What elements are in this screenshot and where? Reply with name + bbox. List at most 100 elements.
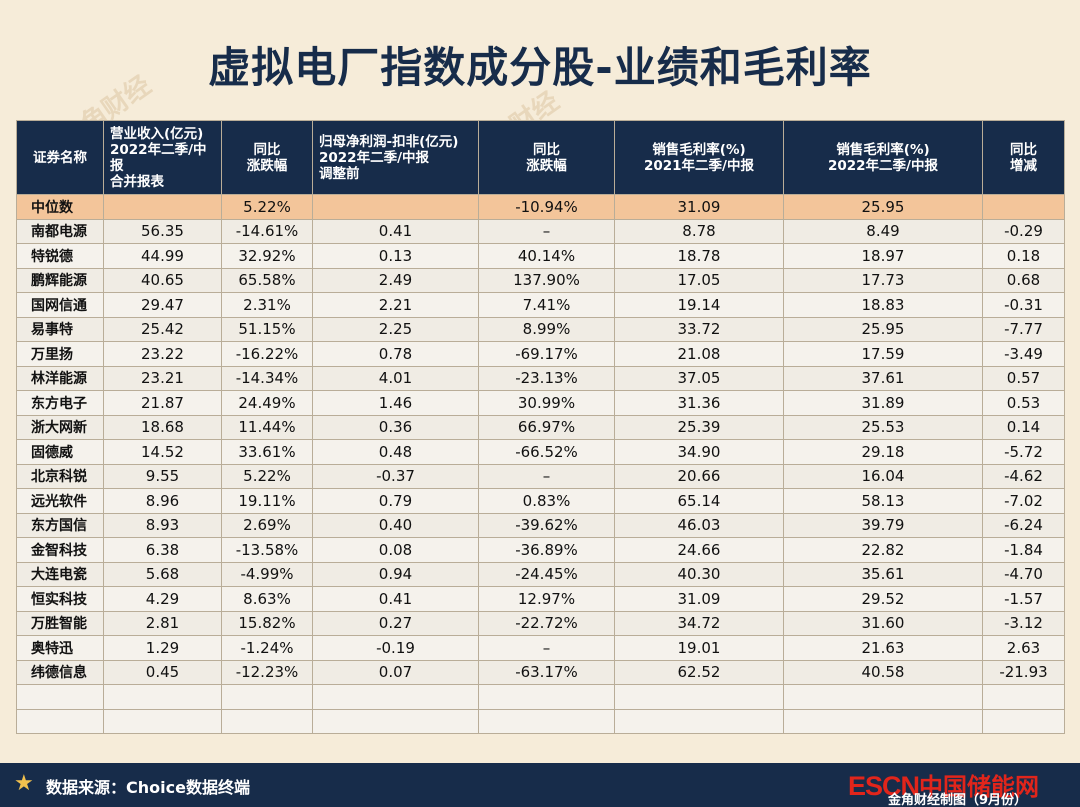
table-cell: – xyxy=(478,218,615,244)
header-margin-2022: 销售毛利率(%) 2022年二季/中报 xyxy=(783,120,983,195)
table-cell: 0.78 xyxy=(312,341,479,367)
table-cell: – xyxy=(478,463,615,489)
table-cell: 32.92% xyxy=(221,243,313,269)
table-cell: 29.18 xyxy=(783,439,983,465)
table-cell: 18.97 xyxy=(783,243,983,269)
table-cell: 35.61 xyxy=(783,561,983,587)
table-cell: 0.07 xyxy=(312,659,479,685)
table-cell: 18.78 xyxy=(614,243,784,269)
table-cell: 23.21 xyxy=(103,365,222,391)
table-row: 万胜智能 2.81 15.82% 0.27 -22.72% 34.72 31.60 -3.12 xyxy=(16,610,1065,636)
table-cell: 1.46 xyxy=(312,390,479,416)
security-name-cell: 恒实科技 xyxy=(16,586,104,612)
table-cell: 25.95 xyxy=(783,316,983,342)
header-profit-yoy: 同比 涨跌幅 xyxy=(478,120,615,195)
table-cell xyxy=(103,708,222,734)
header-margin-2021: 销售毛利率(%) 2021年二季/中报 xyxy=(614,120,784,195)
table-cell: 8.99% xyxy=(478,316,615,342)
table-cell: 22.82 xyxy=(783,537,983,563)
table-cell: 4.01 xyxy=(312,365,479,391)
table-cell: 17.05 xyxy=(614,267,784,293)
table-cell: 62.52 xyxy=(614,659,784,685)
table-cell: 2.21 xyxy=(312,292,479,318)
table-cell: – xyxy=(478,635,615,661)
table-row: 北京科锐 9.55 5.22% -0.37–20.66 16.04 -4.62 xyxy=(16,463,1065,489)
table-cell: 51.15% xyxy=(221,316,313,342)
table-cell: 21.63 xyxy=(783,635,983,661)
table-cell: -24.45% xyxy=(478,561,615,587)
table-cell: 0.83% xyxy=(478,488,615,514)
table-cell: 2.25 xyxy=(312,316,479,342)
table-cell xyxy=(614,684,784,710)
table-cell: 5.68 xyxy=(103,561,222,587)
table-cell: 12.97% xyxy=(478,586,615,612)
table-cell: -14.34% xyxy=(221,365,313,391)
table-cell xyxy=(982,194,1065,220)
table-cell: 9.55 xyxy=(103,463,222,489)
table-cell xyxy=(103,194,222,220)
security-name-cell: 国网信通 xyxy=(16,292,104,318)
table-cell: 25.95 xyxy=(783,194,983,220)
table-cell: 0.45 xyxy=(103,659,222,685)
table-cell: 0.27 xyxy=(312,610,479,636)
table-cell xyxy=(16,684,104,710)
table-cell: -69.17% xyxy=(478,341,615,367)
table-row: 东方电子 21.87 24.49% 1.46 30.99% 31.36 31.89 0.53 xyxy=(16,390,1065,416)
table-cell: 0.13 xyxy=(312,243,479,269)
table-cell: 37.61 xyxy=(783,365,983,391)
security-name-cell: 万胜智能 xyxy=(16,610,104,636)
security-name-cell: 南都电源 xyxy=(16,218,104,244)
table-cell: -4.62 xyxy=(982,463,1065,489)
table-row: 固德威 14.52 33.61% 0.48 -66.52% 34.90 29.18 -5.72 xyxy=(16,439,1065,465)
table-cell xyxy=(312,708,479,734)
table-cell: 19.11% xyxy=(221,488,313,514)
table-row: 易事特 25.42 51.15% 2.25 8.99% 33.72 25.95 -7.77 xyxy=(16,316,1065,342)
table-cell: -22.72% xyxy=(478,610,615,636)
escn-logo: ESCN中国储能网 xyxy=(848,767,1063,801)
header-margin-change: 同比 增减 xyxy=(982,120,1065,195)
star-icon: ★ xyxy=(14,771,34,796)
table-cell: 2.63 xyxy=(982,635,1065,661)
table-cell: -0.19 xyxy=(312,635,479,661)
table-header-row: 证券名称 营业收入(亿元) 2022年二季/中报 合并报表 同比 涨跌幅 归母净利润-… xyxy=(16,120,1065,195)
table-cell: -63.17% xyxy=(478,659,615,685)
table-cell: 0.41 xyxy=(312,218,479,244)
table-cell: -66.52% xyxy=(478,439,615,465)
table-cell: 24.66 xyxy=(614,537,784,563)
table-cell: -21.93 xyxy=(982,659,1065,685)
table-cell: 34.72 xyxy=(614,610,784,636)
table-cell: 21.87 xyxy=(103,390,222,416)
table-cell: 33.72 xyxy=(614,316,784,342)
table-cell: 18.68 xyxy=(103,414,222,440)
table-cell: 8.93 xyxy=(103,512,222,538)
security-name-cell: 万里扬 xyxy=(16,341,104,367)
table-cell: -16.22% xyxy=(221,341,313,367)
security-name-cell: 鹏辉能源 xyxy=(16,267,104,293)
table-cell: 0.79 xyxy=(312,488,479,514)
table-cell: 34.90 xyxy=(614,439,784,465)
table-cell: -4.99% xyxy=(221,561,313,587)
table-cell: 31.09 xyxy=(614,586,784,612)
table-cell: -0.31 xyxy=(982,292,1065,318)
table-cell: 18.83 xyxy=(783,292,983,318)
table-cell: 24.49% xyxy=(221,390,313,416)
table-cell: 0.36 xyxy=(312,414,479,440)
table-row: 浙大网新 18.68 11.44% 0.36 66.97% 25.39 25.53 0.14 xyxy=(16,414,1065,440)
table-cell: -1.57 xyxy=(982,586,1065,612)
table-cell: -14.61% xyxy=(221,218,313,244)
data-source: 数据来源：Choice数据终端 xyxy=(46,778,250,797)
security-name-cell: 纬德信息 xyxy=(16,659,104,685)
table-cell: 40.30 xyxy=(614,561,784,587)
table-cell: 16.04 xyxy=(783,463,983,489)
empty-row xyxy=(16,708,1065,734)
table-cell: 1.29 xyxy=(103,635,222,661)
security-name-cell: 易事特 xyxy=(16,316,104,342)
table-cell: 8.78 xyxy=(614,218,784,244)
table-cell: -5.72 xyxy=(982,439,1065,465)
table-cell xyxy=(221,684,313,710)
table-cell xyxy=(614,708,784,734)
table-cell: 39.79 xyxy=(783,512,983,538)
table-cell: 0.41 xyxy=(312,586,479,612)
table-cell: 25.53 xyxy=(783,414,983,440)
table-row: 国网信通 29.47 2.31% 2.21 7.41% 19.14 18.83 -0.31 xyxy=(16,292,1065,318)
